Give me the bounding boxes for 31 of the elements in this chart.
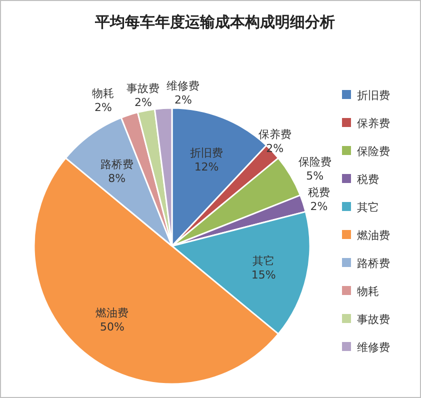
data-label: 8% xyxy=(108,172,126,186)
legend-label: 折旧费 xyxy=(357,89,390,102)
data-label: 15% xyxy=(251,268,276,282)
legend-label: 保险费 xyxy=(357,145,390,158)
slice-label: 维修费 xyxy=(166,80,200,93)
slice-label: 事故费 xyxy=(126,82,160,96)
slice-label: 税费 xyxy=(308,186,330,200)
data-label: 2% xyxy=(134,96,152,110)
legend-label: 物耗 xyxy=(357,285,379,298)
legend-label: 事故费 xyxy=(357,313,390,326)
slice-label: 保险费 xyxy=(298,155,332,168)
legend-label: 维修费 xyxy=(357,341,390,354)
data-label: 5% xyxy=(306,169,324,182)
data-label: 2% xyxy=(94,101,112,114)
legend-label: 税费 xyxy=(357,173,379,186)
data-label: 2% xyxy=(266,142,284,156)
data-label: 2% xyxy=(174,94,192,107)
legend-label: 燃油费 xyxy=(357,229,390,242)
legend-label: 其它 xyxy=(357,201,379,214)
data-label: 12% xyxy=(194,160,219,174)
slice-label: 路桥费 xyxy=(100,158,134,172)
chart-title: 平均每车年度运输成本构成明细分析 xyxy=(94,13,335,31)
slice-label: 物耗 xyxy=(92,87,114,100)
slice-label: 折旧费 xyxy=(190,146,224,160)
slice-label: 燃油费 xyxy=(96,306,129,320)
data-label: 2% xyxy=(310,200,328,214)
data-label: 50% xyxy=(100,320,124,334)
legend-label: 保养费 xyxy=(357,117,390,130)
legend-label: 路桥费 xyxy=(357,257,390,270)
slice-label: 保养费 xyxy=(258,128,292,142)
slice-label: 其它 xyxy=(252,254,275,268)
